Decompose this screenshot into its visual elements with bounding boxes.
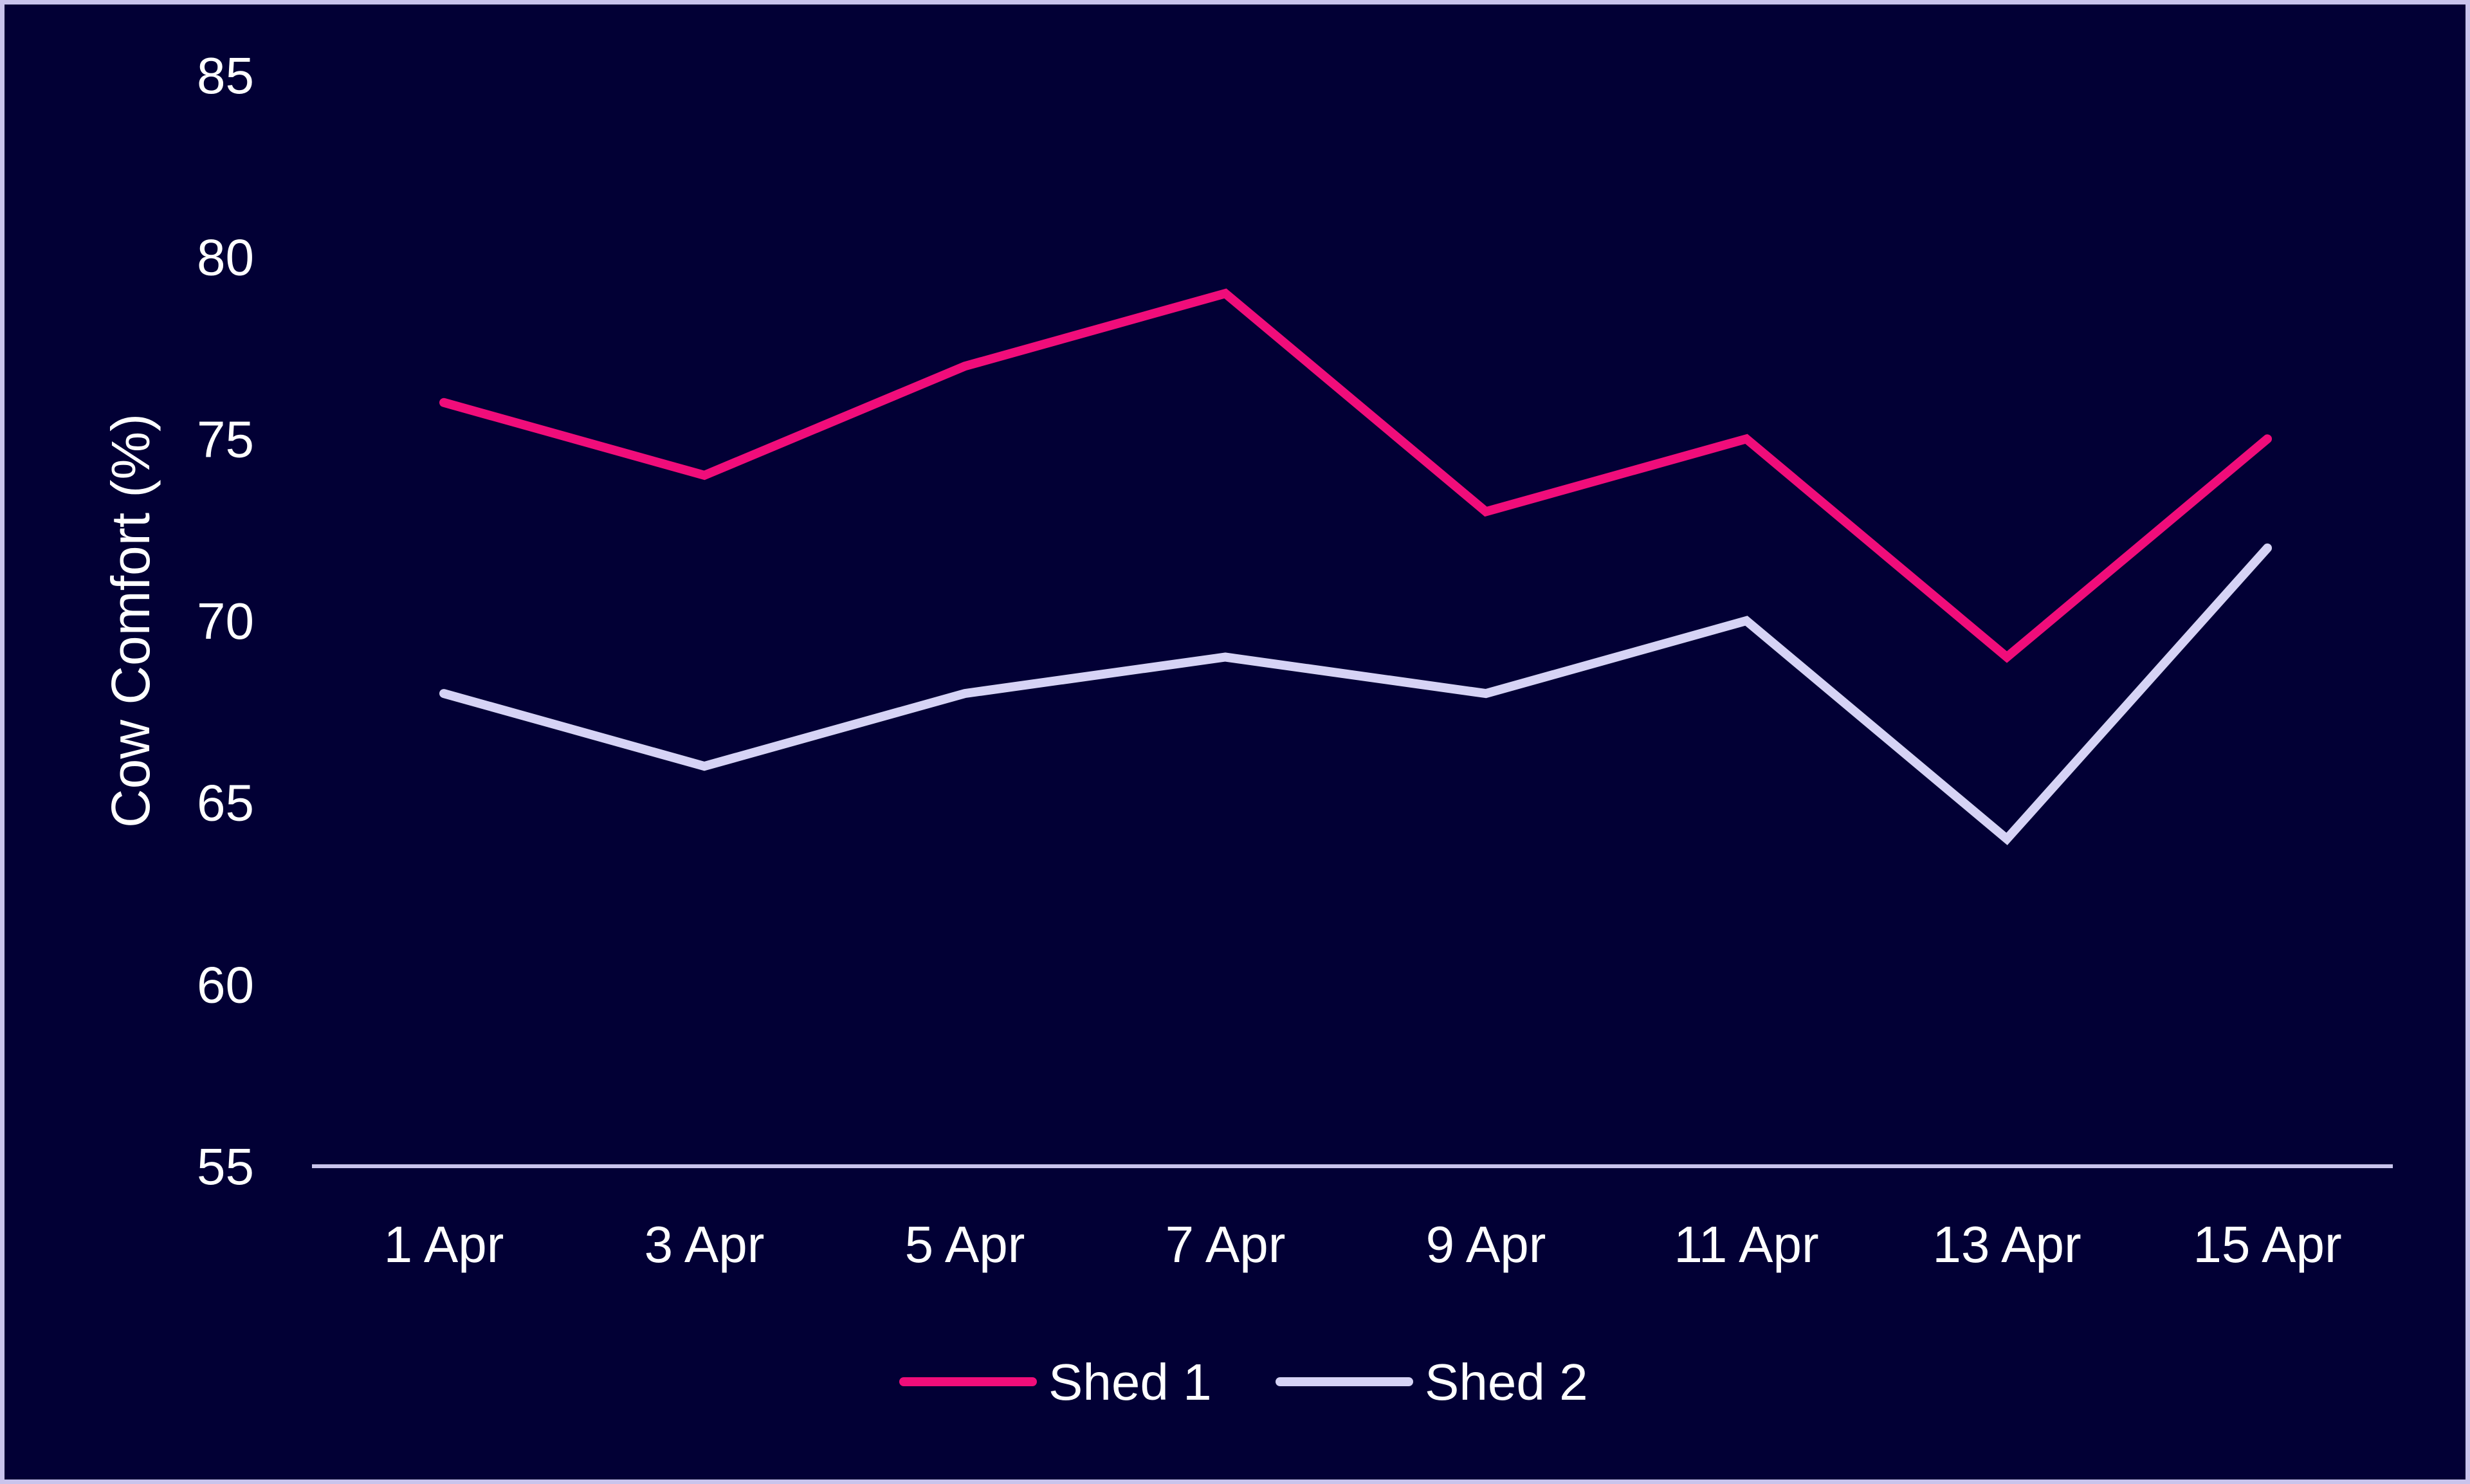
series-2-point — [1485, 693, 1487, 695]
y-tick-label: 60 — [197, 956, 254, 1013]
series-1-point — [2006, 656, 2008, 658]
series-1-point — [1225, 293, 1226, 295]
series-1-point — [1746, 438, 1747, 440]
series-2-point — [1746, 620, 1747, 621]
series-1-point — [2267, 438, 2268, 440]
series-2-point — [443, 693, 444, 695]
series-1-point — [964, 365, 965, 367]
series-line-1 — [439, 288, 2272, 663]
series-2-point — [2267, 547, 2268, 549]
series-1-point — [704, 474, 705, 476]
series-lines — [439, 288, 2272, 845]
series-2-point — [1225, 656, 1226, 658]
series-line-2 — [439, 543, 2272, 845]
series-2-point — [704, 765, 705, 767]
x-tick-label: 7 Apr — [1166, 1216, 1286, 1273]
series-1-point — [1485, 511, 1487, 513]
y-tick-label: 85 — [197, 47, 254, 104]
series-2-point — [2006, 838, 2008, 840]
y-tick-label: 55 — [197, 1138, 254, 1195]
y-tick-label: 65 — [197, 774, 254, 832]
series-1-point — [443, 401, 444, 403]
y-tick-label: 75 — [197, 410, 254, 468]
x-tick-label: 1 Apr — [384, 1216, 504, 1273]
y-tick-label: 70 — [197, 592, 254, 650]
x-tick-label: 9 Apr — [1426, 1216, 1546, 1273]
legend-label-1: Shed 1 — [1048, 1353, 1212, 1411]
x-tick-label: 5 Apr — [905, 1216, 1025, 1273]
x-axis-ticks: 1 Apr 3 Apr 5 Apr 7 Apr 9 Apr 11 Apr 13 Apr 15 … — [384, 1216, 2342, 1273]
y-tick-label: 80 — [197, 229, 254, 286]
x-tick-label: 3 Apr — [645, 1216, 765, 1273]
x-tick-label: 15 Apr — [2193, 1216, 2341, 1273]
y-axis-title: Cow Comfort (%) — [100, 414, 161, 828]
legend: Shed 1 Shed 2 — [899, 1353, 1588, 1411]
legend-label-2: Shed 2 — [1425, 1353, 1588, 1411]
y-axis-ticks: 85 80 75 70 65 60 55 — [197, 47, 254, 1195]
series-2-point — [964, 693, 965, 695]
x-tick-label: 13 Apr — [1932, 1216, 2081, 1273]
x-tick-label: 11 Apr — [1674, 1216, 1818, 1273]
